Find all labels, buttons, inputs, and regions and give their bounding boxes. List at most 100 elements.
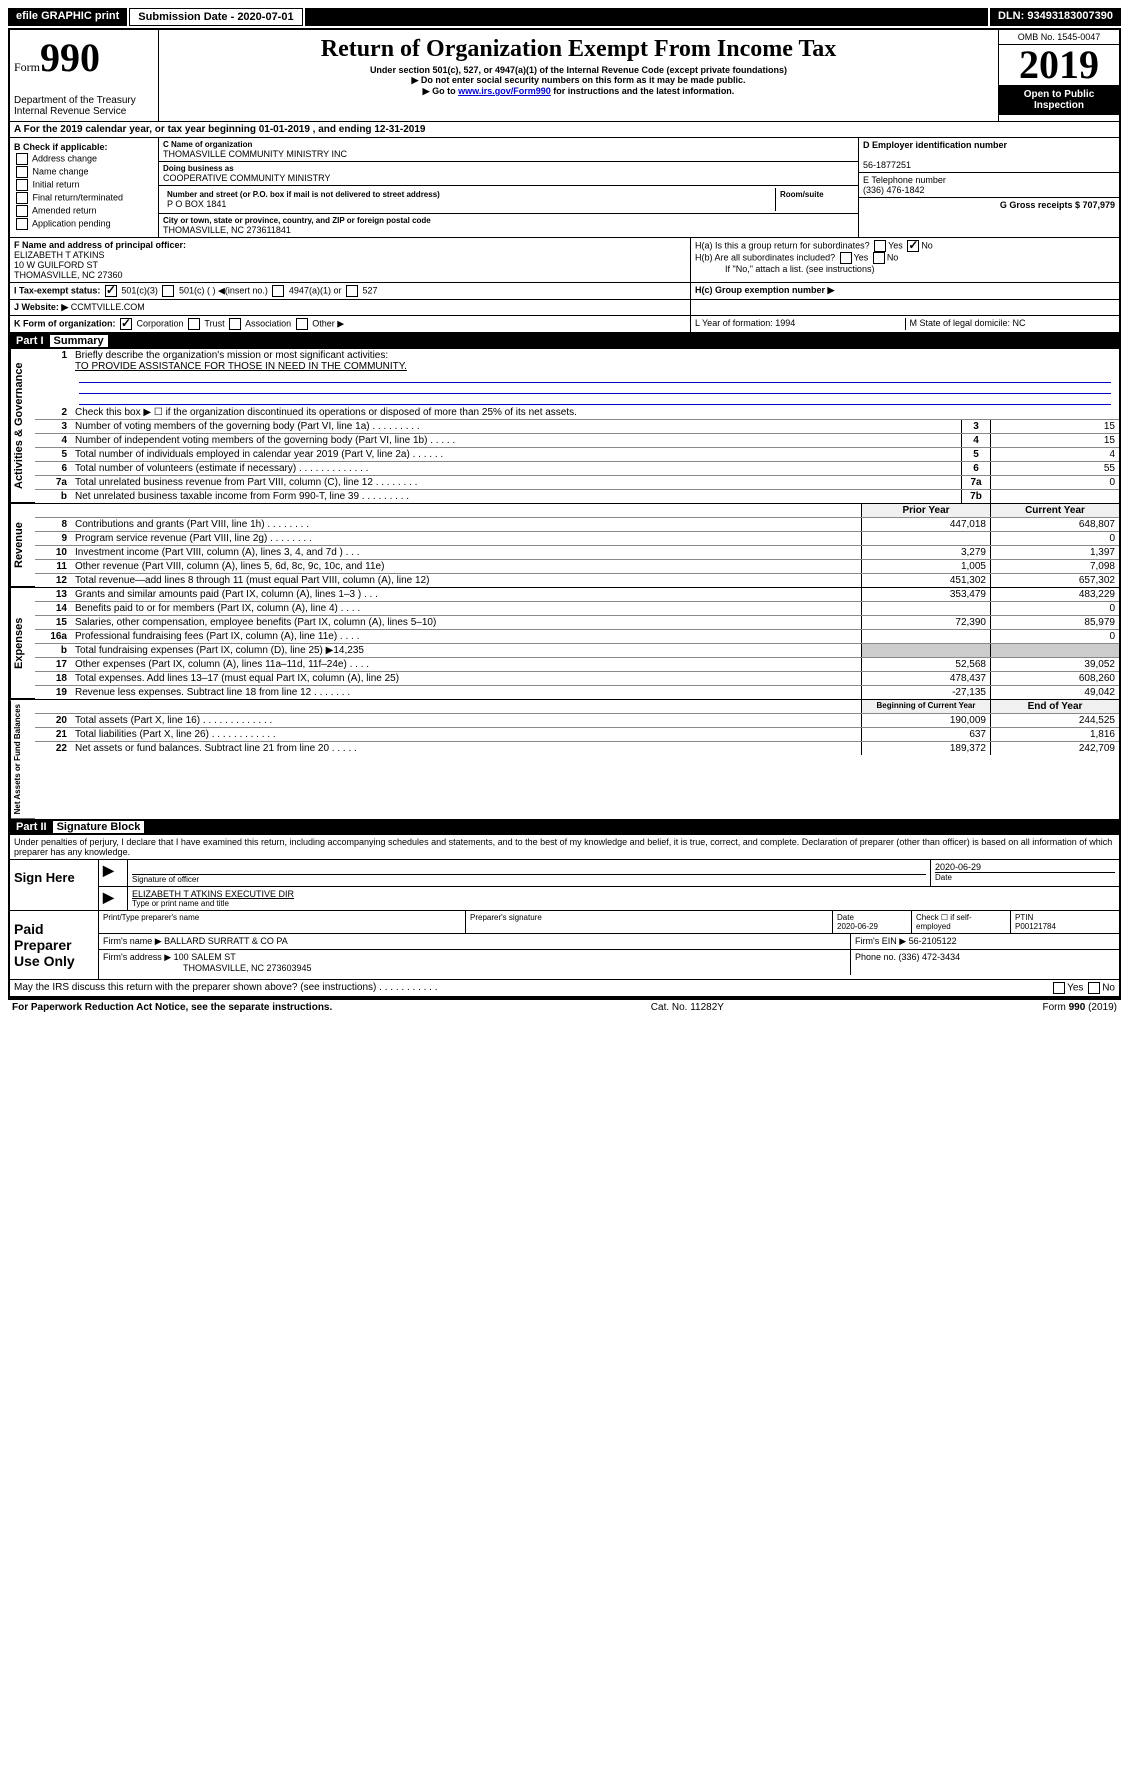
form-header: Form990 Department of the Treasury Inter… (10, 30, 1119, 122)
cb-initial[interactable]: Initial return (14, 179, 154, 191)
table-row: bTotal fundraising expenses (Part IX, co… (35, 644, 1119, 658)
cb-pending[interactable]: Application pending (14, 218, 154, 230)
line-h: H(a) Is this a group return for subordin… (690, 238, 1119, 282)
sign-label: Sign Here (10, 860, 99, 910)
line-f-h: F Name and address of principal officer:… (10, 238, 1119, 283)
form-number: Form990 (14, 34, 154, 81)
self-emp: Check ☐ if self-employed (912, 911, 1011, 933)
paid-label: Paid Preparer Use Only (10, 911, 99, 979)
gov-row: 2Check this box ▶ ☐ if the organization … (35, 406, 1119, 420)
year-formation: L Year of formation: 1994 (695, 318, 906, 330)
firm-name: BALLARD SURRATT & CO PA (164, 936, 288, 946)
header-right: OMB No. 1545-0047 2019 Open to Public In… (998, 30, 1119, 121)
table-row: 16aProfessional fundraising fees (Part I… (35, 630, 1119, 644)
ein-cell: D Employer identification number 56-1877… (859, 138, 1119, 173)
prep-sig-hdr: Preparer's signature (466, 911, 833, 933)
header-center: Return of Organization Exempt From Incom… (159, 30, 998, 121)
inspection-label: Open to Public Inspection (999, 85, 1119, 115)
table-row: 14Benefits paid to or for members (Part … (35, 602, 1119, 616)
efile-button[interactable]: efile GRAPHIC print (8, 8, 127, 26)
paid-preparer-section: Paid Preparer Use Only Print/Type prepar… (10, 911, 1119, 980)
table-row: 8Contributions and grants (Part VIII, li… (35, 518, 1119, 532)
table-row: 10Investment income (Part VIII, column (… (35, 546, 1119, 560)
subtitle-3: ▶ Go to www.irs.gov/Form990 for instruct… (163, 86, 994, 97)
phone-cell: E Telephone number (336) 476-1842 (859, 173, 1119, 198)
table-row: 12Total revenue—add lines 8 through 11 (… (35, 574, 1119, 587)
side-net: Net Assets or Fund Balances (10, 700, 35, 819)
sig-officer-label: Signature of officer (132, 874, 926, 884)
part1-header: Part ISummary (10, 333, 1119, 349)
footer: For Paperwork Reduction Act Notice, see … (8, 1000, 1121, 1015)
firm-city: THOMASVILLE, NC 273603945 (103, 963, 312, 973)
cb-name[interactable]: Name change (14, 166, 154, 178)
table-row: 22Net assets or fund balances. Subtract … (35, 742, 1119, 755)
table-row: 19Revenue less expenses. Subtract line 1… (35, 686, 1119, 699)
gov-row: 7aTotal unrelated business revenue from … (35, 476, 1119, 490)
subtitle-2: ▶ Do not enter social security numbers o… (163, 75, 994, 86)
col-d: D Employer identification number 56-1877… (859, 138, 1119, 237)
net-header: Beginning of Current Year End of Year (35, 700, 1119, 714)
line-i: I Tax-exempt status: 501(c)(3) 501(c) ( … (10, 283, 1119, 300)
dept-label: Department of the Treasury Internal Reve… (14, 95, 154, 117)
addr-cell: Number and street (or P.O. box if mail i… (159, 186, 858, 214)
footer-left: For Paperwork Reduction Act Notice, see … (12, 1002, 332, 1013)
line-hc: H(c) Group exemption number ▶ (690, 283, 1119, 299)
table-row: 17Other expenses (Part IX, column (A), l… (35, 658, 1119, 672)
net-section: Net Assets or Fund Balances Beginning of… (10, 700, 1119, 819)
irs-link[interactable]: www.irs.gov/Form990 (458, 86, 551, 96)
header-left: Form990 Department of the Treasury Inter… (10, 30, 159, 121)
form-container: Form990 Department of the Treasury Inter… (8, 28, 1121, 1000)
cb-amended[interactable]: Amended return (14, 205, 154, 217)
side-expenses: Expenses (10, 588, 35, 699)
discuss-row: May the IRS discuss this return with the… (10, 980, 1119, 998)
footer-right: Form 990 (2019) (1043, 1002, 1118, 1013)
submission-date: Submission Date - 2020-07-01 (129, 8, 302, 26)
top-bar: efile GRAPHIC print Submission Date - 20… (8, 8, 1121, 26)
prep-name-hdr: Print/Type preparer's name (99, 911, 466, 933)
city-cell: City or town, state or province, country… (159, 214, 858, 237)
part2-header: Part IISignature Block (10, 819, 1119, 835)
dba-cell: Doing business as COOPERATIVE COMMUNITY … (159, 162, 858, 186)
col-b-checkboxes: B Check if applicable: Address change Na… (10, 138, 159, 237)
gov-row: 5Total number of individuals employed in… (35, 448, 1119, 462)
gov-row: 4Number of independent voting members of… (35, 434, 1119, 448)
cb-address[interactable]: Address change (14, 153, 154, 165)
line-f: F Name and address of principal officer:… (10, 238, 690, 282)
two-col-header: Prior Year Current Year (35, 504, 1119, 518)
gov-body: 1 Briefly describe the organization's mi… (35, 349, 1119, 503)
cb-final[interactable]: Final return/terminated (14, 192, 154, 204)
table-row: 18Total expenses. Add lines 13–17 (must … (35, 672, 1119, 686)
footer-center: Cat. No. 11282Y (651, 1002, 724, 1013)
mission-row: 1 Briefly describe the organization's mi… (35, 349, 1119, 406)
org-name-cell: C Name of organization THOMASVILLE COMMU… (159, 138, 858, 162)
gov-row: 6Total number of volunteers (estimate if… (35, 462, 1119, 476)
col-c-org: C Name of organization THOMASVILLE COMMU… (159, 138, 859, 237)
receipts-cell: G Gross receipts $ 707,979 (859, 198, 1119, 212)
spacer-bar (305, 8, 988, 26)
gov-row: 3Number of voting members of the governi… (35, 420, 1119, 434)
expenses-section: Expenses 13Grants and similar amounts pa… (10, 588, 1119, 700)
dln: DLN: 93493183007390 (990, 8, 1121, 26)
form-title: Return of Organization Exempt From Incom… (163, 36, 994, 63)
firm-phone: Phone no. (336) 472-3434 (851, 950, 1119, 975)
revenue-section: Revenue Prior Year Current Year 8Contrib… (10, 504, 1119, 588)
table-row: 21Total liabilities (Part X, line 26) . … (35, 728, 1119, 742)
line-k: K Form of organization: Corporation Trus… (10, 316, 1119, 333)
subtitle-1: Under section 501(c), 527, or 4947(a)(1)… (163, 65, 994, 75)
side-governance: Activities & Governance (10, 349, 35, 503)
mission-text: TO PROVIDE ASSISTANCE FOR THOSE IN NEED … (75, 361, 407, 372)
table-row: 15Salaries, other compensation, employee… (35, 616, 1119, 630)
line-j: J Website: ▶ CCMTVILLE.COM (10, 300, 1119, 316)
penalties-text: Under penalties of perjury, I declare th… (10, 835, 1119, 860)
governance-section: Activities & Governance 1 Briefly descri… (10, 349, 1119, 504)
gov-row: bNet unrelated business taxable income f… (35, 490, 1119, 503)
table-row: 9Program service revenue (Part VIII, lin… (35, 532, 1119, 546)
officer-name: ELIZABETH T ATKINS EXECUTIVE DIR (132, 889, 294, 899)
firm-ein: Firm's EIN ▶ 56-2105122 (851, 934, 1119, 949)
state-domicile: M State of legal domicile: NC (906, 318, 1116, 330)
side-revenue: Revenue (10, 504, 35, 587)
table-row: 11Other revenue (Part VIII, column (A), … (35, 560, 1119, 574)
line-a: A For the 2019 calendar year, or tax yea… (10, 122, 1119, 138)
entity-block: B Check if applicable: Address change Na… (10, 138, 1119, 238)
tax-year: 2019 (999, 45, 1119, 85)
